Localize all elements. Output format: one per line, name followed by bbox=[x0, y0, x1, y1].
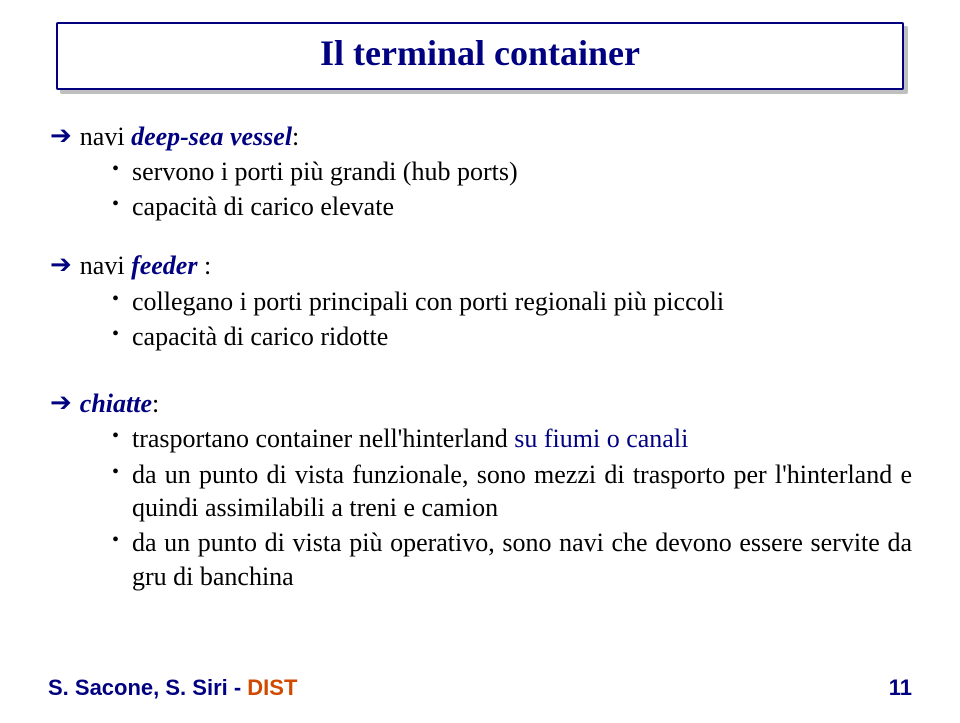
heading-suffix: : bbox=[292, 122, 299, 151]
footer-authors: S. Sacone, S. Siri - DIST bbox=[48, 675, 297, 701]
list-item: • trasportano container nell'hinterland … bbox=[112, 422, 912, 455]
bullet-icon: • bbox=[112, 320, 132, 348]
bullet-blue: su fiumi o canali bbox=[514, 424, 688, 453]
section-heading-text: navi deep-sea vessel: bbox=[80, 120, 912, 153]
bullet-icon: • bbox=[112, 190, 132, 218]
list-item: • capacità di carico ridotte bbox=[112, 320, 912, 353]
bullet-text: collegano i porti principali con porti r… bbox=[132, 285, 912, 318]
section-heading-text: navi feeder : bbox=[80, 249, 912, 282]
section-heading: ➔ chiatte: bbox=[50, 387, 912, 420]
section-heading: ➔ navi deep-sea vessel: bbox=[50, 120, 912, 153]
footer-org: DIST bbox=[247, 675, 297, 700]
title-box: Il terminal container bbox=[56, 22, 904, 90]
bullet-icon: • bbox=[112, 458, 132, 486]
slide-container: Il terminal container ➔ navi deep-sea ve… bbox=[0, 0, 960, 723]
arrow-icon: ➔ bbox=[50, 387, 72, 418]
footer-author-names: S. Sacone, S. Siri - bbox=[48, 675, 247, 700]
heading-prefix: navi bbox=[80, 251, 131, 280]
list-item: • collegano i porti principali con porti… bbox=[112, 285, 912, 318]
bullet-text: da un punto di vista funzionale, sono me… bbox=[132, 458, 912, 525]
section-deep-sea: ➔ navi deep-sea vessel: • servono i port… bbox=[48, 120, 912, 224]
slide-title: Il terminal container bbox=[78, 34, 882, 74]
bullet-icon: • bbox=[112, 422, 132, 450]
bullet-text: capacità di carico elevate bbox=[132, 190, 912, 223]
list-item: • da un punto di vista più operativo, so… bbox=[112, 526, 912, 593]
bullet-icon: • bbox=[112, 155, 132, 183]
bullet-text: da un punto di vista più operativo, sono… bbox=[132, 526, 912, 593]
section-feeder: ➔ navi feeder : • collegano i porti prin… bbox=[48, 249, 912, 353]
section-chiatte: ➔ chiatte: • trasportano container nell'… bbox=[48, 387, 912, 593]
heading-emphasis: feeder bbox=[131, 251, 204, 280]
section-heading: ➔ navi feeder : bbox=[50, 249, 912, 282]
list-item: • da un punto di vista funzionale, sono … bbox=[112, 458, 912, 525]
page-number: 11 bbox=[889, 675, 912, 701]
list-item: • capacità di carico elevate bbox=[112, 190, 912, 223]
slide-content: ➔ navi deep-sea vessel: • servono i port… bbox=[48, 120, 912, 593]
bullet-pre: trasportano container nell'hinterland bbox=[132, 424, 514, 453]
bullet-icon: • bbox=[112, 285, 132, 313]
arrow-icon: ➔ bbox=[50, 249, 72, 280]
heading-prefix: navi bbox=[80, 122, 131, 151]
arrow-icon: ➔ bbox=[50, 120, 72, 151]
bullet-icon: • bbox=[112, 526, 132, 554]
heading-emphasis: chiatte bbox=[80, 389, 152, 418]
heading-suffix: : bbox=[204, 251, 211, 280]
section-heading-text: chiatte: bbox=[80, 387, 912, 420]
heading-emphasis: deep-sea vessel bbox=[131, 122, 292, 151]
bullet-text: trasportano container nell'hinterland su… bbox=[132, 422, 912, 455]
bullet-text: servono i porti più grandi (hub ports) bbox=[132, 155, 912, 188]
bullet-text: capacità di carico ridotte bbox=[132, 320, 912, 353]
list-item: • servono i porti più grandi (hub ports) bbox=[112, 155, 912, 188]
heading-suffix: : bbox=[152, 389, 159, 418]
